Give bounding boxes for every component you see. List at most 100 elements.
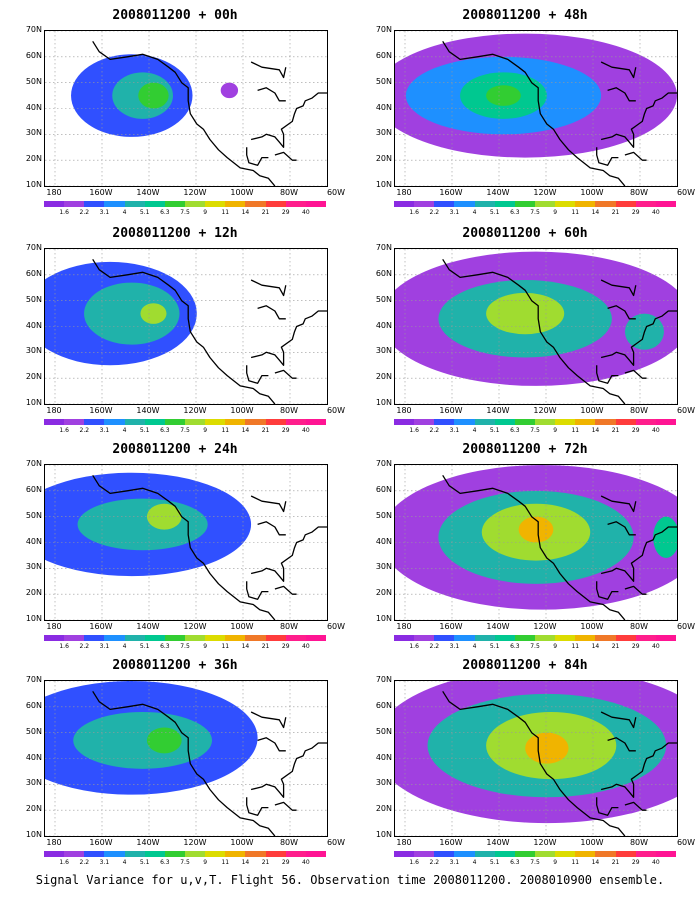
- coastline: [274, 585, 297, 595]
- map-area: [394, 248, 678, 405]
- lat-tick-label: 70N: [375, 459, 392, 468]
- colorbar-label: 14: [241, 859, 250, 866]
- coastline: [607, 521, 636, 536]
- colorbar-swatch: [655, 201, 676, 207]
- colorbar-swatch: [394, 635, 415, 641]
- lon-tick-label: 180: [46, 838, 62, 847]
- coastline: [600, 742, 677, 798]
- colorbar-label: 21: [261, 427, 270, 434]
- panel-title: 2008011200 + 36h: [112, 658, 238, 673]
- lat-tick-label: 30N: [375, 128, 392, 138]
- lat-tick-label: 70N: [25, 25, 42, 34]
- colorbar-swatch: [434, 851, 455, 857]
- colorbar-label: 4: [122, 643, 127, 650]
- colorbar-label: 2.2: [79, 209, 90, 216]
- coastline: [442, 40, 626, 186]
- lat-tick-label: 70N: [375, 243, 392, 252]
- lat-tick-label: 40N: [375, 536, 392, 546]
- colorbar-label: 11: [221, 859, 230, 866]
- colorbar-label: 40: [302, 209, 310, 216]
- coastline: [92, 40, 276, 186]
- colorbar-label: 21: [611, 427, 620, 434]
- colorbar-label: 2.2: [429, 209, 440, 216]
- colorbar-swatch: [285, 419, 306, 425]
- lon-tick-label: 60W: [326, 838, 346, 847]
- colorbar-swatch: [124, 635, 145, 641]
- colorbar-swatch: [474, 851, 495, 857]
- colorbar-swatch: [595, 635, 616, 641]
- colorbar-swatch: [205, 851, 226, 857]
- map-panel: 2008011200 + 00h 10N 20N 30N 40N 50N 60N 70N 180…: [10, 8, 345, 218]
- coastline: [600, 310, 677, 366]
- colorbar-label: 2.2: [429, 859, 440, 866]
- lat-tick-label: 30N: [375, 778, 392, 788]
- colorbar-label: 21: [261, 859, 270, 866]
- lat-tick-label: 40N: [375, 320, 392, 330]
- colorbar-swatch: [414, 419, 435, 425]
- map-panel: 2008011200 + 84h 10N 20N 30N 40N 50N 60N 70N 180…: [360, 658, 695, 868]
- coastline: [246, 581, 269, 600]
- colorbar-swatch: [225, 635, 246, 641]
- colorbar-label: 3.1: [99, 427, 110, 434]
- colorbar-swatch: [265, 201, 286, 207]
- colorbar-swatch: [104, 851, 125, 857]
- map-panel: 2008011200 + 48h 10N 20N 30N 40N 50N 60N 70N 180…: [360, 8, 695, 218]
- coastline: [250, 526, 327, 582]
- coastline: [250, 61, 287, 79]
- colorbar-swatch: [44, 851, 65, 857]
- lon-tick-label: 160W: [89, 406, 113, 415]
- colorbar-swatch: [474, 635, 495, 641]
- lat-tick-label: 20N: [25, 372, 42, 382]
- coastline: [624, 151, 647, 161]
- colorbar-swatch: [434, 419, 455, 425]
- coastline: [250, 92, 327, 148]
- lon-tick-label: 100W: [230, 406, 254, 415]
- variance-field: [395, 31, 677, 186]
- colorbar-label: 9: [203, 859, 208, 866]
- colorbar-swatch: [44, 419, 65, 425]
- colorbar-label: 5.1: [139, 643, 150, 650]
- colorbar-swatch: [184, 201, 206, 207]
- colorbar-label: 40: [302, 859, 310, 866]
- panel-title: 2008011200 + 48h: [462, 8, 588, 23]
- coastline: [257, 521, 286, 536]
- colorbar-label: 21: [261, 643, 270, 650]
- colorbar-label: 3.1: [99, 209, 110, 216]
- colorbar-swatch: [305, 851, 326, 857]
- colorbar-label: 40: [652, 643, 660, 650]
- coastline: [624, 801, 647, 811]
- lon-tick-label: 160W: [439, 406, 463, 415]
- coastline: [274, 369, 297, 379]
- colorbar-label: 6.3: [160, 859, 170, 866]
- colorbar-swatch: [64, 851, 85, 857]
- colorbar-swatch: [104, 635, 125, 641]
- colorbar-label: 14: [241, 643, 250, 650]
- colorbar-label: 29: [631, 427, 640, 434]
- lat-tick-label: 40N: [25, 102, 42, 112]
- colorbar-swatch: [635, 419, 656, 425]
- colorbar-label: 21: [611, 209, 620, 216]
- colorbar-swatch: [615, 419, 636, 425]
- colorbar-swatch: [635, 851, 656, 857]
- colorbar-swatch: [64, 419, 85, 425]
- colorbar-label: 2.2: [79, 427, 90, 434]
- lon-tick-label: 80W: [629, 188, 649, 197]
- colorbar-label: 3.1: [449, 209, 460, 216]
- colorbar-label: 6.3: [160, 209, 170, 216]
- lat-tick-label: 20N: [25, 154, 42, 164]
- colorbar-swatch: [615, 635, 636, 641]
- colorbar-swatch: [44, 201, 65, 207]
- colorbar-label: 7.5: [530, 427, 540, 434]
- colorbar-label: 40: [652, 209, 660, 216]
- lon-tick-label: 120W: [183, 188, 207, 197]
- colorbar-swatch: [104, 201, 125, 207]
- colorbar-label: 3.1: [99, 859, 110, 866]
- lon-tick-label: 140W: [136, 188, 160, 197]
- colorbar-swatch: [144, 419, 165, 425]
- colorbar-label: 11: [571, 209, 580, 216]
- colorbar-label: 14: [241, 427, 250, 434]
- coastline: [250, 279, 287, 297]
- colorbar-swatch: [184, 635, 206, 641]
- lon-tick-label: 100W: [230, 622, 254, 631]
- colorbar-swatch: [595, 419, 616, 425]
